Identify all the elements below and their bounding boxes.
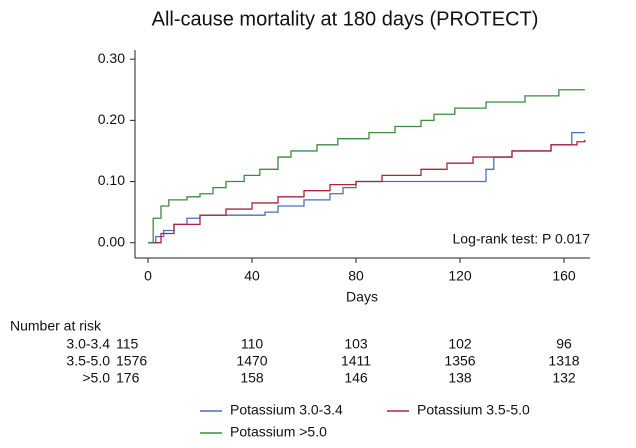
risk-count: 1576 [116, 353, 147, 369]
y-tick-label: 0.00 [98, 233, 125, 249]
risk-count: 110 [241, 336, 264, 352]
risk-row-label: >5.0 [82, 370, 110, 386]
y-tick-label: 0.20 [98, 111, 125, 127]
x-tick-label: 160 [552, 268, 576, 284]
risk-count: 146 [344, 370, 368, 386]
legend-label: Potassium >5.0 [230, 424, 327, 440]
risk-count: 1411 [341, 353, 371, 369]
x-tick-label: 120 [448, 268, 472, 284]
risk-count: 1356 [444, 353, 475, 369]
x-tick-label: 80 [348, 268, 364, 284]
risk-count: 158 [240, 370, 264, 386]
risk-count: 115 [116, 336, 139, 352]
risk-count: 1470 [236, 353, 267, 369]
risk-count: 138 [448, 370, 472, 386]
risk-count: 102 [448, 336, 472, 352]
risk-count: 132 [552, 370, 576, 386]
risk-count: 1318 [548, 353, 579, 369]
y-tick-label: 0.10 [98, 172, 125, 188]
chart-title: All-cause mortality at 180 days (PROTECT… [152, 8, 539, 30]
legend-label: Potassium 3.0-3.4 [230, 402, 343, 418]
km-curve [148, 139, 586, 244]
risk-count: 103 [344, 336, 368, 352]
risk-row-label: 3.0-3.4 [66, 336, 110, 352]
x-tick-label: 40 [244, 268, 260, 284]
km-curve [148, 89, 585, 244]
x-axis-label: Days [346, 289, 378, 305]
risk-row-label: 3.5-5.0 [66, 353, 110, 369]
risk-count: 96 [556, 336, 572, 352]
x-tick-label: 0 [144, 268, 152, 284]
annotation: Log-rank test: P 0.017 [453, 231, 591, 247]
risk-count: 176 [116, 370, 140, 386]
y-tick-label: 0.30 [98, 50, 125, 66]
risk-table-title: Number at risk [10, 318, 102, 334]
legend-label: Potassium 3.5-5.0 [417, 402, 530, 418]
